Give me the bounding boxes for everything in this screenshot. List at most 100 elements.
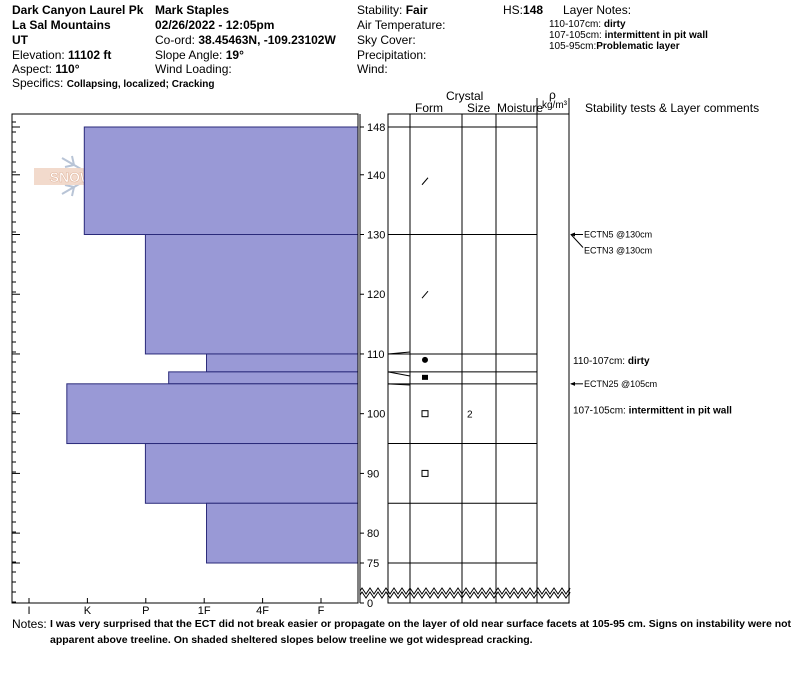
- layer-comment-range: 107-105cm:: [573, 406, 629, 417]
- stability-test-label: ECTN5 @130cm: [584, 230, 652, 240]
- layer-note-range: 105-95cm:: [549, 41, 597, 52]
- slope-label: Slope Angle:: [155, 48, 223, 62]
- hardness-bar: [144, 443, 359, 504]
- stability-row: Stability: Fair: [357, 3, 428, 17]
- layer-comment-range: 110-107cm:: [573, 356, 628, 367]
- coord-label: Co-ord:: [155, 33, 196, 47]
- hardness-tick-label: K: [84, 605, 92, 617]
- height-tick-label: 75: [367, 558, 379, 570]
- observation-datetime: 02/26/2022 - 12:05pm: [155, 18, 275, 32]
- grain-filled-square-mark: [422, 374, 428, 380]
- mountain-range: La Sal Mountains: [12, 18, 111, 32]
- layer-connector: [387, 383, 411, 386]
- notes: Notes: I was very surprised that the ECT…: [12, 616, 792, 648]
- grain-rounding-mark: [421, 290, 429, 299]
- hardness-tick-label: 4F: [256, 605, 269, 617]
- height-tick-label: 0: [367, 598, 373, 610]
- hardness-tick-label: I: [27, 605, 30, 617]
- specifics-value: Collapsing, localized; Cracking: [66, 79, 215, 90]
- notes-label: Notes:: [12, 617, 47, 631]
- notes-text: I was very surprised that the ECT did no…: [50, 618, 792, 646]
- stability-value: Fair: [405, 3, 428, 17]
- elevation-value: 11102 ft: [68, 48, 112, 62]
- observer-name: Mark Staples: [155, 3, 230, 17]
- layer-comment: 107-105cm: intermittent in pit wall: [573, 406, 732, 417]
- rho-header: ρ: [549, 88, 556, 102]
- test-arrow: [570, 234, 584, 248]
- test-arrowhead: [570, 232, 575, 237]
- layer-note-text: dirty: [603, 19, 626, 30]
- elevation-label: Elevation:: [12, 48, 65, 62]
- height-tick-label: 140: [367, 170, 385, 182]
- layer-note-text: intermittent in pit wall: [604, 30, 708, 41]
- aspect-value: 110°: [55, 62, 80, 76]
- elevation-row: Elevation: 11102 ft: [12, 48, 111, 62]
- height-tick-label: 148: [367, 122, 385, 134]
- height-tick-label: 120: [367, 289, 385, 301]
- comments-header: Stability tests & Layer comments: [585, 101, 760, 115]
- layer-connector: [387, 351, 411, 355]
- precip-label: Precipitation:: [357, 48, 427, 62]
- layer-note: 107-105cm: intermittent in pit wall: [549, 30, 708, 42]
- hardness-bar: [206, 502, 359, 564]
- grain-size-label: 2: [467, 410, 473, 421]
- layer-table-frame: [387, 113, 570, 604]
- hardness-tick-label: 1F: [198, 605, 211, 617]
- size-header: Size: [467, 101, 491, 115]
- layer-note: 110-107cm: dirty: [549, 19, 626, 31]
- stability-test-label: ECTN3 @130cm: [584, 246, 652, 256]
- grain-open-square-mark: [421, 410, 429, 418]
- layer-note: 105-95cm:Problematic layer: [549, 41, 680, 53]
- hardness-tick-label: F: [318, 605, 325, 617]
- grain-rounding-mark: [421, 177, 429, 186]
- layer-comment: 110-107cm: dirty: [573, 356, 650, 367]
- layer-connector: [387, 371, 411, 377]
- layer-note-text: Problematic layer: [596, 41, 680, 52]
- layer-note-range: 110-107cm:: [549, 19, 602, 30]
- grain-open-square-mark: [421, 469, 429, 477]
- density-unit-header: kg/m³: [542, 100, 567, 111]
- layer-comment-text: dirty: [628, 356, 650, 367]
- wind-label: Wind:: [357, 62, 388, 76]
- height-tick-label: 100: [367, 409, 385, 421]
- height-tick-label: 110: [367, 349, 385, 361]
- hardness-bar: [168, 371, 359, 385]
- stability-test-label: ECTN25 @105cm: [584, 379, 657, 389]
- height-tick-label: 80: [367, 528, 379, 540]
- layer-note-range: 107-105cm:: [549, 30, 602, 41]
- test-arrowhead: [570, 381, 575, 386]
- coord-value: 38.45463N, -109.23102W: [198, 33, 336, 47]
- hardness-tick-label: P: [142, 605, 149, 617]
- hs-label: HS:: [503, 3, 524, 17]
- location-name: Dark Canyon Laurel Pk: [12, 3, 144, 17]
- state: UT: [12, 33, 28, 47]
- hardness-bar: [144, 234, 359, 355]
- specifics-label: Specifics:: [12, 76, 64, 90]
- hs-row: HS:148: [503, 3, 543, 17]
- hardness-bar: [66, 383, 359, 445]
- aspect-row: Aspect: 110°: [12, 62, 80, 76]
- layer-comment-text: intermittent in pit wall: [629, 406, 733, 417]
- moisture-header: Moisture: [497, 101, 544, 115]
- wind-loading-label: Wind Loading:: [155, 62, 232, 76]
- coord-row: Co-ord: 38.45463N, -109.23102W: [155, 33, 336, 47]
- slope-value: 19°: [225, 48, 244, 62]
- height-tick-label: 90: [367, 468, 379, 480]
- slope-row: Slope Angle: 19°: [155, 48, 244, 62]
- crystal-header: Crystal: [446, 89, 484, 103]
- stability-label: Stability:: [357, 3, 403, 17]
- hardness-bar: [83, 126, 359, 236]
- height-tick-label: 130: [367, 230, 385, 242]
- sky-cover-label: Sky Cover:: [357, 33, 416, 47]
- hs-value: 148: [523, 3, 544, 17]
- axis-break: [359, 591, 571, 599]
- hardness-plot-frame: [11, 113, 359, 604]
- specifics-row: Specifics: Collapsing, localized; Cracki…: [12, 76, 215, 92]
- layer-notes-title: Layer Notes:: [563, 3, 632, 17]
- air-temp-label: Air Temperature:: [357, 18, 446, 32]
- form-header: Form: [415, 101, 443, 115]
- axis-break: [359, 587, 571, 595]
- hardness-bar: [206, 353, 359, 373]
- aspect-label: Aspect:: [12, 62, 53, 76]
